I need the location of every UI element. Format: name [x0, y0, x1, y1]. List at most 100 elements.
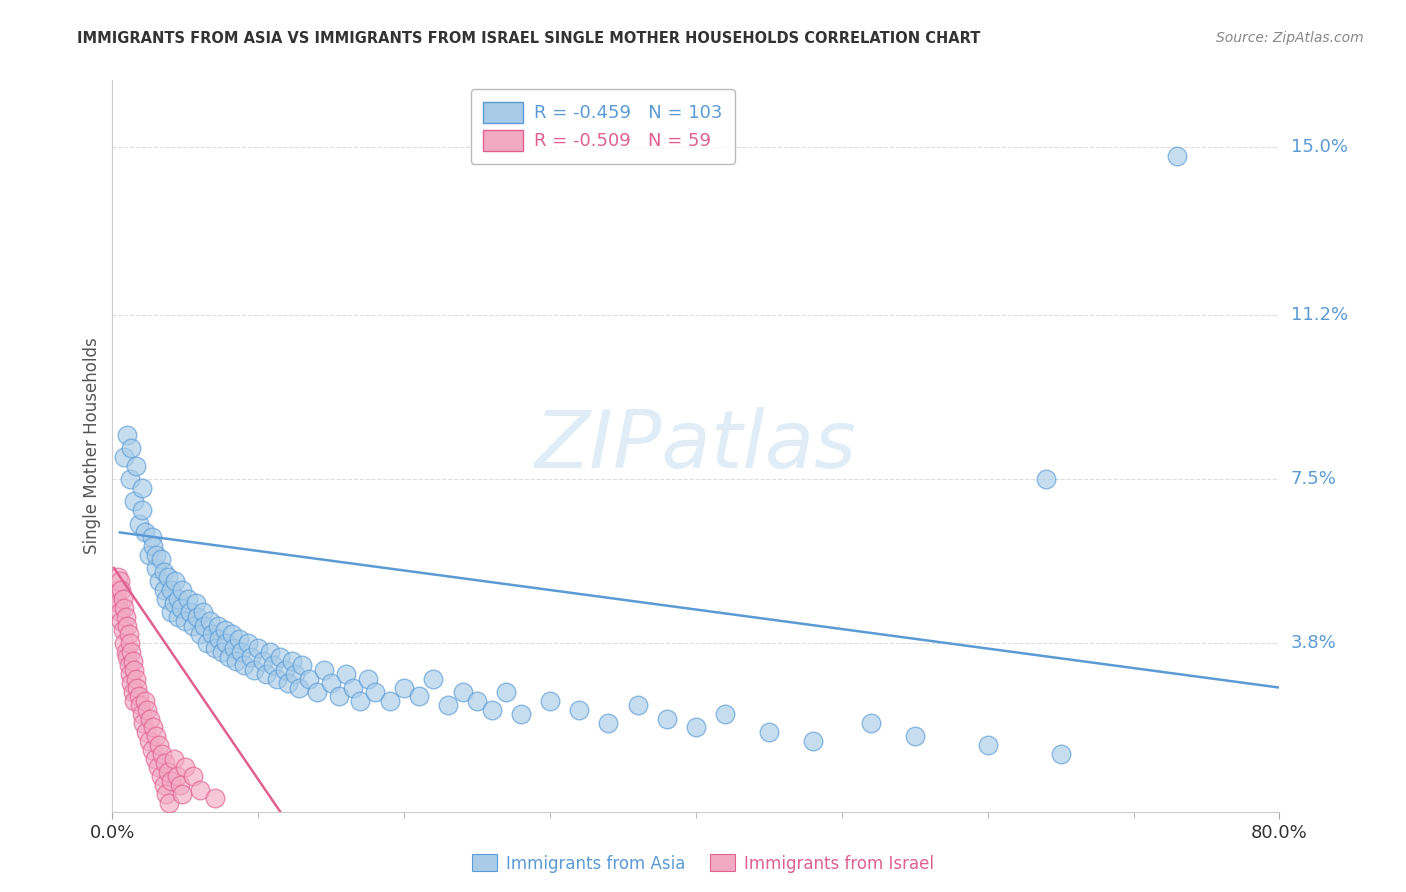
Point	[254, 667, 277, 681]
Point	[117, 627, 139, 641]
Point	[131, 707, 153, 722]
Point	[104, 591, 127, 606]
Point	[335, 667, 357, 681]
Point	[146, 760, 169, 774]
Point	[131, 503, 153, 517]
Point	[110, 614, 132, 628]
Point	[262, 658, 284, 673]
Point	[627, 698, 650, 713]
Point	[240, 649, 263, 664]
Point	[112, 450, 135, 464]
Point	[150, 747, 173, 761]
Point	[495, 685, 517, 699]
Point	[481, 703, 503, 717]
Point	[125, 672, 148, 686]
Point	[215, 636, 238, 650]
Point	[378, 694, 401, 708]
Point	[160, 583, 183, 598]
Point	[127, 681, 149, 695]
Point	[860, 716, 883, 731]
Point	[252, 654, 274, 668]
Point	[394, 681, 416, 695]
Point	[1035, 472, 1057, 486]
Point	[181, 769, 204, 783]
Point	[120, 645, 142, 659]
Point	[142, 539, 165, 553]
Point	[155, 591, 177, 606]
Point	[284, 667, 307, 681]
Point	[118, 472, 141, 486]
Point	[160, 605, 183, 619]
Point	[229, 645, 252, 659]
Text: ZIPatlas: ZIPatlas	[534, 407, 858, 485]
Point	[115, 649, 138, 664]
Point	[124, 494, 146, 508]
Point	[167, 591, 190, 606]
Point	[204, 640, 226, 655]
Point	[184, 596, 207, 610]
Point	[291, 658, 314, 673]
Point	[422, 672, 444, 686]
Point	[714, 707, 737, 722]
Point	[201, 627, 224, 641]
Point	[129, 698, 152, 713]
Point	[156, 570, 179, 584]
Point	[408, 690, 430, 704]
Point	[114, 645, 136, 659]
Point	[509, 707, 531, 722]
Point	[232, 658, 254, 673]
Point	[208, 632, 231, 646]
Point	[152, 583, 174, 598]
Point	[149, 769, 172, 783]
Point	[105, 583, 128, 598]
Point	[128, 690, 150, 704]
Y-axis label: Single Mother Households: Single Mother Households	[83, 338, 101, 554]
Point	[174, 760, 197, 774]
Point	[143, 751, 166, 765]
Point	[321, 676, 343, 690]
Text: IMMIGRANTS FROM ASIA VS IMMIGRANTS FROM ISRAEL SINGLE MOTHER HOUSEHOLDS CORRELAT: IMMIGRANTS FROM ASIA VS IMMIGRANTS FROM …	[77, 31, 981, 46]
Point	[200, 614, 222, 628]
Text: 15.0%: 15.0%	[1291, 137, 1347, 156]
Text: 7.5%: 7.5%	[1291, 470, 1337, 488]
Point	[273, 663, 295, 677]
Point	[149, 552, 172, 566]
Point	[124, 663, 146, 677]
Point	[211, 645, 233, 659]
Point	[110, 583, 132, 598]
Point	[186, 609, 208, 624]
Point	[281, 654, 304, 668]
Legend: R = -0.459   N = 103, R = -0.509   N = 59: R = -0.459 N = 103, R = -0.509 N = 59	[471, 89, 735, 163]
Point	[247, 640, 270, 655]
Point	[108, 574, 131, 589]
Point	[801, 733, 824, 747]
Point	[165, 574, 187, 589]
Point	[118, 636, 141, 650]
Point	[976, 738, 998, 752]
Point	[218, 649, 240, 664]
Point	[128, 516, 150, 531]
Point	[124, 694, 146, 708]
Point	[125, 458, 148, 473]
Point	[228, 632, 250, 646]
Point	[157, 796, 180, 810]
Point	[163, 596, 186, 610]
Point	[141, 530, 163, 544]
Point	[135, 725, 157, 739]
Point	[114, 609, 136, 624]
Point	[188, 627, 211, 641]
Point	[312, 663, 335, 677]
Point	[177, 591, 200, 606]
Point	[112, 600, 135, 615]
Point	[118, 667, 141, 681]
Point	[155, 787, 177, 801]
Point	[145, 561, 167, 575]
Point	[269, 649, 291, 664]
Text: 3.8%: 3.8%	[1291, 634, 1336, 652]
Point	[136, 703, 159, 717]
Point	[152, 778, 174, 792]
Point	[145, 730, 167, 744]
Point	[120, 676, 142, 690]
Point	[655, 712, 678, 726]
Point	[122, 685, 145, 699]
